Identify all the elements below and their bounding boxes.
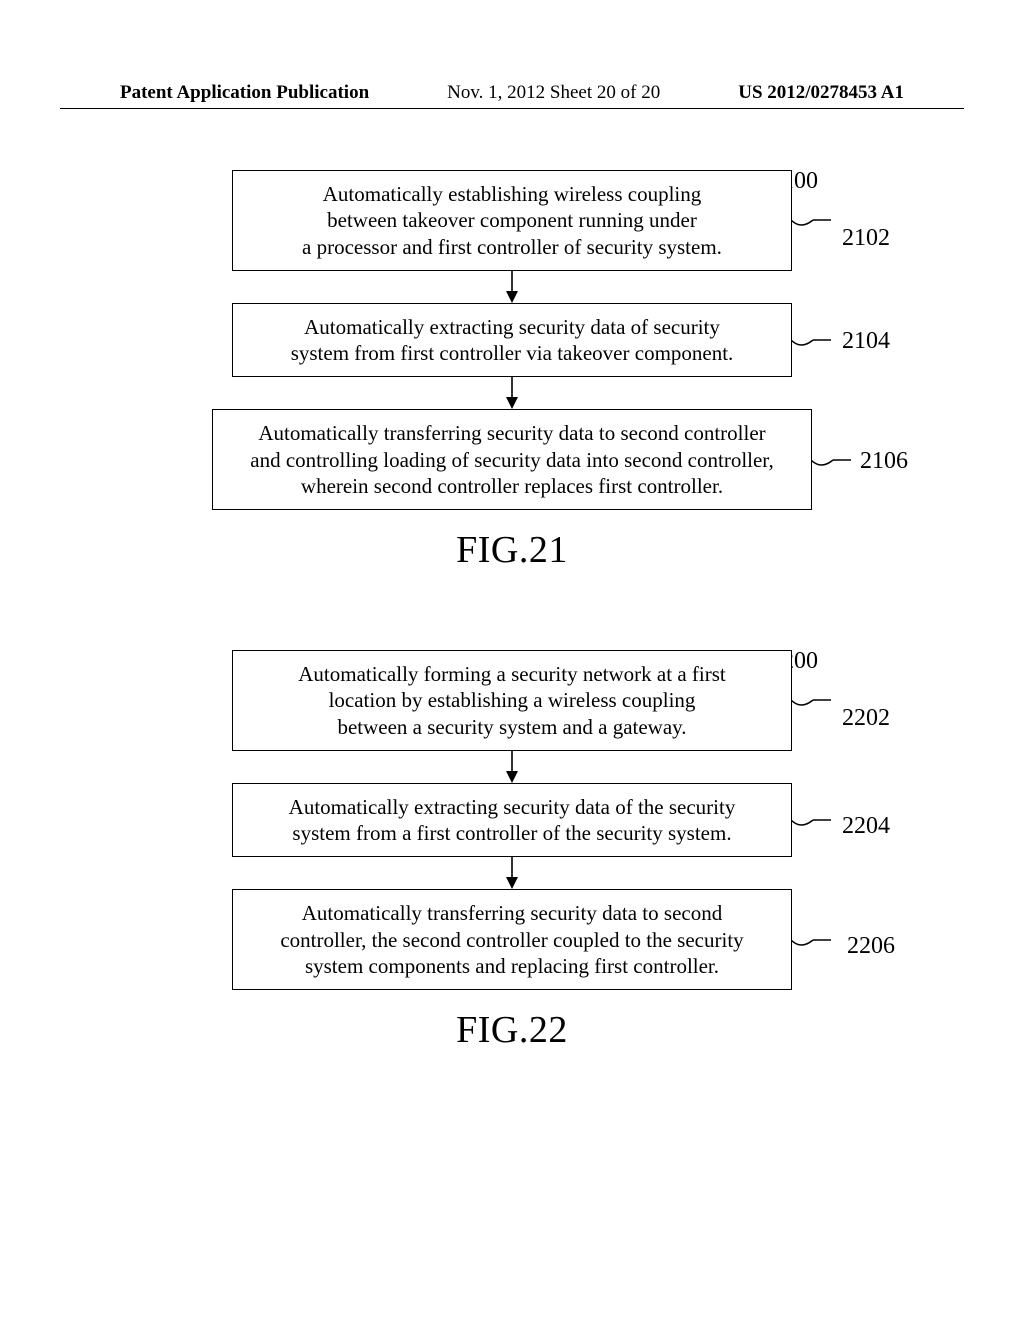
- flow-box-2104: Automatically extracting security data o…: [232, 303, 792, 378]
- arrow-down-icon: [503, 271, 521, 303]
- flow-box-2106-line2: and controlling loading of security data…: [250, 448, 773, 472]
- flow-box-2202-line2: location by establishing a wireless coup…: [329, 688, 696, 712]
- flow-box-2204-line1: Automatically extracting security data o…: [289, 795, 736, 819]
- lead-tick-2202-icon: [791, 690, 831, 710]
- flow-box-2102-line3: a processor and first controller of secu…: [302, 235, 722, 259]
- flow-box-2206: Automatically transferring security data…: [232, 889, 792, 990]
- flow-box-2102-line2: between takeover component running under: [327, 208, 697, 232]
- flow-box-2204-line2: system from a first controller of the se…: [292, 821, 731, 845]
- lead-tick-2206-icon: [791, 930, 831, 950]
- page-header: Patent Application Publication Nov. 1, 2…: [0, 82, 1024, 104]
- ref-2202-label: 2202: [842, 705, 890, 732]
- flow-box-2104-line2: system from first controller via takeove…: [291, 341, 734, 365]
- flow-box-2206-line3: system components and replacing first co…: [305, 954, 719, 978]
- ref-2204-label: 2204: [842, 813, 890, 840]
- flow-22: Automatically forming a security network…: [152, 650, 872, 990]
- flow-box-2106: Automatically transferring security data…: [212, 409, 812, 510]
- lead-tick-2204-icon: [791, 810, 831, 830]
- arrow-down-icon: [503, 857, 521, 889]
- arrow-2204-2206: [232, 857, 792, 889]
- flow-21: Automatically establishing wireless coup…: [152, 170, 872, 510]
- header-rule: [60, 108, 964, 109]
- flow-box-2202: Automatically forming a security network…: [232, 650, 792, 751]
- flow-box-2204: Automatically extracting security data o…: [232, 783, 792, 858]
- flow-box-2104-line1: Automatically extracting security data o…: [304, 315, 720, 339]
- flow-box-2206-line1: Automatically transferring security data…: [302, 901, 722, 925]
- figure-21-title: FIG.21: [0, 528, 1024, 572]
- flow-box-2202-line3: between a security system and a gateway.: [337, 715, 686, 739]
- arrow-down-icon: [503, 377, 521, 409]
- flow-box-2102: Automatically establishing wireless coup…: [232, 170, 792, 271]
- flow-box-2102-line1: Automatically establishing wireless coup…: [323, 182, 702, 206]
- flow-box-2202-line1: Automatically forming a security network…: [298, 662, 725, 686]
- lead-tick-2102-icon: [791, 210, 831, 230]
- ref-2104-label: 2104: [842, 328, 890, 355]
- arrow-2202-2204: [232, 751, 792, 783]
- figure-21: 2100 Automatically establishing wireless…: [0, 170, 1024, 572]
- header-row: Patent Application Publication Nov. 1, 2…: [120, 82, 904, 104]
- flow-box-2106-line3: wherein second controller replaces first…: [301, 474, 723, 498]
- patent-page: Patent Application Publication Nov. 1, 2…: [0, 0, 1024, 1320]
- arrow-2102-2104: [232, 271, 792, 303]
- header-left: Patent Application Publication: [120, 82, 369, 104]
- flow-box-2206-line2: controller, the second controller couple…: [280, 928, 743, 952]
- ref-2102-label: 2102: [842, 225, 890, 252]
- figure-22-title: FIG.22: [0, 1008, 1024, 1052]
- header-right: US 2012/0278453 A1: [738, 82, 904, 104]
- lead-tick-2104-icon: [791, 330, 831, 350]
- figure-22: 2200 Automatically forming a security ne…: [0, 650, 1024, 1052]
- header-mid: Nov. 1, 2012 Sheet 20 of 20: [447, 82, 660, 104]
- ref-2206-label: 2206: [847, 933, 895, 960]
- ref-2106-label: 2106: [860, 448, 908, 475]
- flow-box-2106-line1: Automatically transferring security data…: [258, 421, 765, 445]
- lead-tick-2106-icon: [811, 450, 851, 470]
- arrow-2104-2106: [232, 377, 792, 409]
- arrow-down-icon: [503, 751, 521, 783]
